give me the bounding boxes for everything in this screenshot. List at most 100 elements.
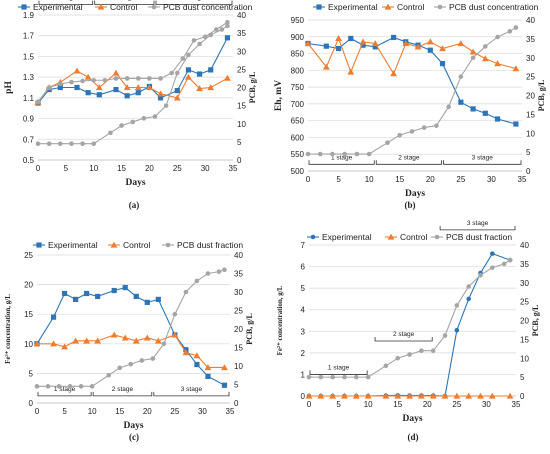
- data-point: [205, 373, 211, 379]
- y-tick-label: 5: [29, 369, 34, 378]
- y-tick-label: 900: [291, 33, 305, 42]
- legend-entry: Control: [397, 2, 425, 12]
- data-point: [305, 392, 313, 399]
- series-line-2: [307, 36, 517, 75]
- y-tick-label: 1.3: [23, 73, 35, 82]
- data-point: [172, 311, 178, 317]
- data-point: [191, 38, 197, 43]
- data-point: [163, 103, 169, 108]
- data-point: [366, 151, 372, 157]
- data-point: [196, 85, 203, 92]
- data-point: [213, 27, 219, 32]
- data-point: [385, 140, 390, 145]
- y2-tick-label: 5: [237, 138, 242, 147]
- y2-axis-label: PCB, g/L: [245, 313, 254, 345]
- data-point: [494, 116, 501, 122]
- x-tick-label: 5: [336, 400, 341, 409]
- y2-tick-label: 0: [237, 156, 242, 165]
- data-point: [91, 141, 97, 146]
- data-point: [157, 95, 164, 101]
- x-tick-label: 0: [307, 400, 312, 409]
- data-point: [466, 284, 471, 289]
- data-point: [419, 348, 424, 354]
- data-point: [352, 392, 360, 399]
- data-point: [91, 77, 97, 83]
- data-point: [224, 74, 231, 81]
- data-point: [429, 392, 437, 399]
- stage-bracket: [155, 0, 233, 6]
- legend-marker: [316, 4, 322, 10]
- data-point: [50, 340, 57, 347]
- legend-marker: [151, 4, 157, 10]
- data-point: [108, 130, 113, 136]
- y-tick-label: 7: [301, 241, 306, 250]
- data-point: [171, 331, 179, 338]
- data-point: [196, 71, 203, 77]
- data-point: [45, 384, 51, 389]
- legend-marker: [36, 242, 42, 248]
- data-point: [84, 290, 90, 297]
- y-tick-label: 0: [29, 399, 34, 408]
- data-point: [442, 333, 448, 338]
- y2-tick-label: 30: [520, 279, 529, 288]
- data-point: [119, 123, 124, 128]
- data-point: [490, 251, 495, 256]
- data-point: [194, 278, 200, 284]
- data-point: [61, 343, 68, 350]
- y-tick-label: 750: [291, 83, 305, 92]
- data-point: [121, 334, 129, 341]
- stage-bracket: [375, 160, 442, 165]
- data-point: [483, 44, 488, 49]
- stage-bracket: [38, 0, 94, 6]
- x-tick-label: 35: [229, 164, 238, 173]
- legend-entry: PCB dust fraction: [446, 232, 512, 242]
- data-point: [124, 93, 130, 99]
- stage-label: 1 stage: [55, 0, 77, 2]
- series-line-1: [307, 36, 517, 125]
- data-point: [224, 35, 231, 41]
- data-point: [50, 314, 57, 320]
- stage-label: 1 stage: [331, 154, 353, 161]
- data-point: [73, 67, 81, 74]
- y2-tick-label: 10: [520, 354, 529, 363]
- data-point: [407, 352, 412, 357]
- data-point: [193, 352, 201, 359]
- legend-entry: Experimental: [33, 2, 83, 12]
- x-tick-label: 20: [426, 175, 435, 184]
- data-point: [318, 374, 324, 380]
- data-point: [335, 45, 342, 52]
- data-point: [57, 84, 63, 91]
- data-point: [157, 90, 164, 97]
- stage-label: 2 stage: [114, 0, 136, 2]
- y-tick-label: 0.7: [23, 135, 35, 144]
- y2-tick-label: 10: [526, 129, 535, 138]
- data-point: [111, 287, 117, 294]
- data-point: [173, 94, 181, 101]
- data-point: [144, 299, 150, 305]
- data-point: [490, 265, 495, 270]
- data-point: [128, 361, 134, 367]
- stage-label: 3 stage: [472, 154, 494, 161]
- y-tick-label: 1.1: [23, 94, 35, 103]
- data-point: [117, 365, 123, 371]
- data-point: [457, 40, 465, 47]
- data-point: [185, 73, 192, 80]
- data-point: [406, 392, 413, 399]
- data-point: [465, 392, 473, 399]
- data-point: [33, 340, 41, 347]
- data-point: [506, 392, 514, 399]
- data-point: [395, 355, 401, 361]
- data-point: [364, 392, 372, 399]
- data-point: [89, 384, 95, 389]
- data-point: [152, 114, 158, 119]
- series-line-3: [37, 269, 225, 387]
- y-tick-label: 25: [24, 251, 33, 260]
- y-tick-label: 1.7: [23, 32, 35, 41]
- y-tick-label: 700: [291, 100, 305, 109]
- series-line-3: [309, 259, 511, 378]
- x-tick-label: 15: [117, 164, 126, 173]
- data-point: [341, 392, 348, 399]
- data-point: [110, 331, 118, 338]
- x-tick-label: 5: [62, 407, 67, 416]
- y-tick-label: 1.9: [23, 11, 35, 20]
